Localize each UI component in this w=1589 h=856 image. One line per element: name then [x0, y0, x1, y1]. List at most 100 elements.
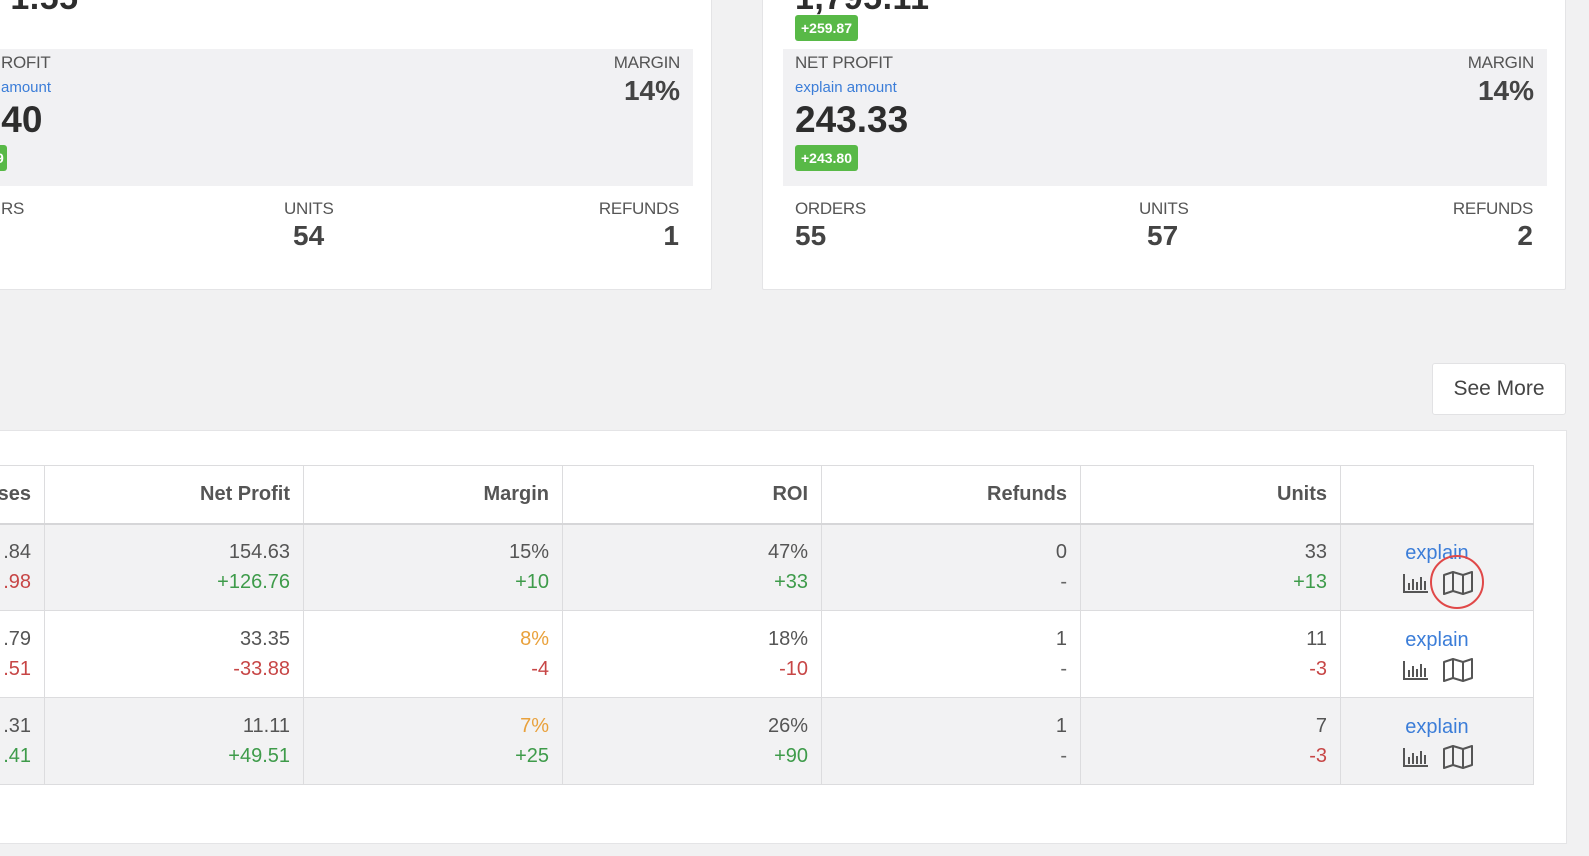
refunds-delta: -	[1060, 745, 1067, 767]
orders-label: RS	[1, 199, 25, 218]
roi-value: 26%	[767, 715, 808, 737]
margin-label: MARGIN	[1467, 53, 1535, 72]
row-action-icons	[1354, 555, 1520, 610]
see-more-button[interactable]: See More	[1432, 363, 1566, 415]
units-delta: -3	[1309, 745, 1327, 767]
table-header-row: ses Net Profit Margin ROI Refunds Units	[0, 465, 1534, 525]
refunds-label: REFUNDS	[1452, 199, 1533, 218]
cell-units: 7 -3	[1080, 697, 1341, 785]
orders-label: ORDERS	[795, 199, 866, 218]
card-total-badge: +259.87	[795, 15, 858, 41]
cell-expenses: .84 .98	[0, 523, 45, 611]
table-row: .31 .41 11.11 +49.51 7% +25 26% +90	[0, 697, 1534, 785]
table-row: .79 .51 33.35 -33.88 8% -4 18% -10	[0, 610, 1534, 698]
roi-value: 47%	[767, 541, 808, 564]
units-value: 54	[293, 220, 325, 251]
units-delta: +13	[1293, 571, 1327, 594]
margin-value: 7%	[520, 715, 549, 737]
map-icon[interactable]	[1442, 744, 1474, 770]
roi-delta: +33	[774, 571, 808, 594]
cell-margin: 7% +25	[303, 697, 563, 785]
cell-margin: 8% -4	[303, 610, 563, 698]
refunds-value: 1	[663, 220, 679, 251]
stat-card-left: 0 1.55 ROFIT amount .40 9 MARGIN 14% RS …	[0, 0, 712, 290]
column-header-expenses[interactable]: ses	[0, 465, 45, 525]
explain-link[interactable]: explain	[1405, 629, 1469, 651]
margin-value: 14%	[623, 75, 680, 106]
margin-delta: +10	[515, 571, 549, 594]
cell-roi: 47% +33	[562, 523, 822, 611]
refunds-value: 2	[1517, 220, 1533, 251]
net-profit-box: ROFIT amount .40 9 MARGIN 14%	[0, 49, 693, 186]
net-profit-value: 154.63	[228, 541, 290, 564]
units-value: 33	[1304, 541, 1327, 564]
refunds-delta: -	[1060, 658, 1067, 680]
cell-actions: explain	[1340, 523, 1534, 611]
cell-margin: 15% +10	[303, 523, 563, 611]
products-table: ses Net Profit Margin ROI Refunds Units …	[0, 465, 1534, 785]
cell-net-profit: 154.63 +126.76	[44, 523, 304, 611]
net-profit-value: 33.35	[239, 628, 290, 650]
net-profit-value: .40	[0, 99, 43, 140]
cell-actions: explain	[1340, 697, 1534, 785]
net-profit-delta: +49.51	[228, 745, 290, 767]
map-icon[interactable]	[1442, 657, 1474, 683]
units-value: 11	[1306, 628, 1327, 650]
expenses-value: .84	[3, 541, 31, 564]
products-table-panel: ses Net Profit Margin ROI Refunds Units …	[0, 430, 1567, 844]
explain-amount-link[interactable]: explain amount	[795, 79, 897, 96]
units-delta: -3	[1309, 658, 1327, 680]
margin-value: 8%	[520, 628, 549, 650]
expenses-delta: .51	[3, 658, 31, 680]
expenses-value: .79	[3, 628, 31, 650]
column-header-roi[interactable]: ROI	[562, 465, 822, 525]
refunds-value: 0	[1055, 541, 1067, 564]
net-profit-badge: +243.80	[795, 145, 858, 171]
margin-label: MARGIN	[613, 53, 681, 72]
units-label: UNITS	[284, 199, 334, 218]
net-profit-value: 243.33	[795, 99, 909, 140]
column-header-actions	[1340, 465, 1534, 525]
net-profit-delta: +126.76	[217, 571, 290, 594]
roi-delta: -10	[779, 658, 808, 680]
net-profit-box: NET PROFIT explain amount 243.33 +243.80…	[783, 49, 1547, 186]
expenses-delta: .98	[3, 571, 31, 594]
bar-chart-icon[interactable]	[1400, 657, 1432, 683]
column-header-margin[interactable]: Margin	[303, 465, 563, 525]
column-header-net-profit[interactable]: Net Profit	[44, 465, 304, 525]
expenses-delta: .41	[3, 745, 31, 767]
expenses-value: .31	[3, 715, 31, 737]
net-profit-label: ROFIT	[1, 53, 51, 72]
cell-expenses: .79 .51	[0, 610, 45, 698]
net-profit-value: 11.11	[242, 715, 290, 737]
cell-expenses: .31 .41	[0, 697, 45, 785]
margin-value: 14%	[1477, 75, 1534, 106]
units-label: UNITS	[1139, 199, 1189, 218]
map-icon[interactable]	[1430, 555, 1484, 610]
cell-net-profit: 33.35 -33.88	[44, 610, 304, 698]
cell-roi: 18% -10	[562, 610, 822, 698]
refunds-delta: -	[1060, 571, 1067, 594]
units-value: 7	[1315, 715, 1327, 737]
column-header-units[interactable]: Units	[1080, 465, 1341, 525]
cell-units: 11 -3	[1080, 610, 1341, 698]
cell-refunds: 1 -	[821, 697, 1081, 785]
margin-delta: -4	[531, 658, 549, 680]
explain-amount-link[interactable]: amount	[1, 79, 52, 96]
cell-roi: 26% +90	[562, 697, 822, 785]
refunds-label: REFUNDS	[598, 199, 679, 218]
explain-link[interactable]: explain	[1405, 542, 1469, 565]
cell-actions: explain	[1340, 610, 1534, 698]
bar-chart-icon[interactable]	[1400, 744, 1432, 770]
bar-chart-icon[interactable]	[1400, 570, 1432, 596]
cell-net-profit: 11.11 +49.51	[44, 697, 304, 785]
explain-link[interactable]: explain	[1405, 716, 1469, 738]
net-profit-label: NET PROFIT	[795, 53, 893, 72]
row-action-icons	[1354, 744, 1520, 770]
margin-value: 15%	[508, 541, 549, 564]
stat-card-right: 1,795.11 +259.87 NET PROFIT explain amou…	[762, 0, 1566, 290]
refunds-value: 1	[1055, 715, 1067, 737]
column-header-refunds[interactable]: Refunds	[821, 465, 1081, 525]
card-total-value: 1,795.11	[795, 0, 929, 18]
